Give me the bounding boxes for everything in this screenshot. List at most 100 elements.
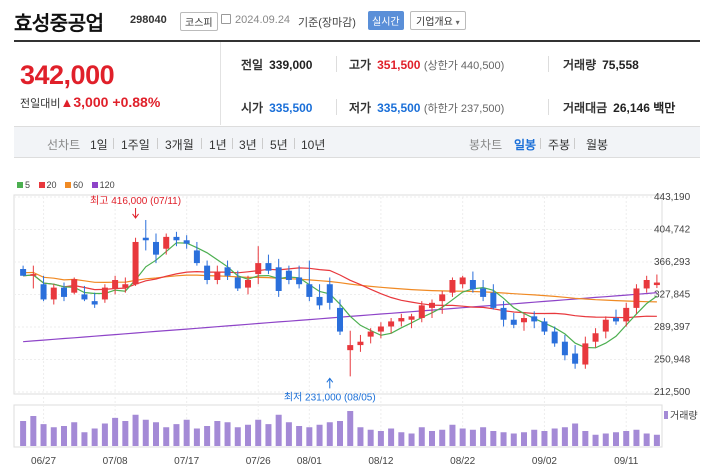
candle-body bbox=[592, 333, 599, 342]
volume-bar bbox=[224, 422, 231, 446]
y-tick-label: 404,742 bbox=[654, 224, 691, 235]
candle-body bbox=[551, 331, 558, 344]
candle-body bbox=[367, 331, 374, 337]
tab-10y[interactable]: 10년 bbox=[301, 138, 326, 152]
x-tick-label: 09/02 bbox=[532, 456, 557, 467]
volume-bar bbox=[551, 428, 558, 446]
y-tick-label: 250,948 bbox=[654, 355, 691, 366]
candle-body bbox=[541, 321, 548, 332]
candle-body bbox=[337, 307, 343, 332]
candle-body bbox=[490, 292, 497, 308]
candle-body bbox=[653, 282, 660, 286]
tab-1w[interactable]: 1주일 bbox=[121, 138, 150, 152]
volume-bar bbox=[623, 431, 630, 446]
y-tick-label: 327,845 bbox=[654, 290, 691, 301]
volume-bar bbox=[142, 419, 149, 446]
tab-1y[interactable]: 1년 bbox=[209, 138, 227, 152]
divider bbox=[336, 56, 337, 72]
legend-label: 5 bbox=[25, 180, 31, 190]
candle-body bbox=[643, 279, 650, 289]
tab-3y[interactable]: 3년 bbox=[239, 138, 257, 152]
volume-bar bbox=[112, 417, 119, 446]
x-tick-label: 08/22 bbox=[450, 456, 475, 467]
stock-header: 효성중공업 298040 코스피 2024.09.24 기준(장마감) 실시간 … bbox=[0, 0, 701, 40]
volume-bar bbox=[429, 431, 435, 446]
tab-1d[interactable]: 1일 bbox=[90, 138, 108, 152]
candle-body bbox=[633, 288, 640, 308]
candle-body bbox=[521, 318, 527, 323]
candle-body bbox=[275, 267, 282, 291]
volume-bar bbox=[132, 414, 139, 446]
volume-bar bbox=[153, 422, 159, 446]
volume-bar bbox=[101, 423, 108, 446]
candle-body bbox=[81, 294, 88, 300]
volume-bar bbox=[500, 432, 507, 446]
y-tick-label: 212,500 bbox=[654, 387, 691, 398]
ma60-line bbox=[23, 271, 657, 303]
candle-body bbox=[500, 307, 507, 320]
stat-high: 고가 351,500 (상한가 440,500) bbox=[349, 56, 504, 73]
chevron-down-icon: ▾ bbox=[455, 18, 460, 27]
candle-body bbox=[480, 288, 487, 297]
volume-bar bbox=[459, 428, 466, 446]
candle-body bbox=[582, 343, 589, 365]
divider bbox=[294, 138, 295, 149]
line-chart-label: 선차트 bbox=[47, 138, 81, 152]
candle-body bbox=[326, 284, 333, 303]
stat-value: 351,500 bbox=[377, 58, 421, 72]
stats-panel: 전일 339,000 고가 351,500 (상한가 440,500) 거래량 75,… bbox=[221, 42, 700, 125]
divider bbox=[262, 138, 263, 149]
stat-value: 339,000 bbox=[269, 58, 313, 72]
current-price: 342,000 bbox=[20, 60, 115, 90]
volume-bar bbox=[510, 433, 517, 446]
volume-bar bbox=[20, 421, 27, 446]
tab-weekly[interactable]: 주봉 bbox=[548, 138, 571, 152]
volume-bar bbox=[408, 433, 415, 446]
low-arrow-icon bbox=[326, 377, 334, 389]
candle-body bbox=[613, 318, 619, 322]
candle-body bbox=[408, 316, 415, 320]
volume-legend-swatch bbox=[664, 411, 668, 419]
realtime-button[interactable]: 실시간 bbox=[368, 11, 404, 30]
x-tick-label: 08/12 bbox=[368, 456, 393, 467]
candle-body bbox=[531, 316, 538, 322]
high-annotation: 최고 416,000 (07/11) bbox=[90, 195, 181, 207]
candle-body bbox=[439, 294, 446, 302]
tab-daily[interactable]: 일봉 bbox=[514, 138, 537, 152]
stock-name: 효성중공업 bbox=[14, 13, 104, 35]
tab-5y[interactable]: 5년 bbox=[270, 138, 288, 152]
volume-bar bbox=[173, 424, 180, 446]
volume-bar bbox=[357, 427, 364, 446]
tab-3m[interactable]: 3개월 bbox=[165, 138, 194, 152]
candle-body bbox=[40, 284, 47, 300]
tab-monthly[interactable]: 월봉 bbox=[586, 138, 609, 152]
ma-legend: 5 20 60 120 bbox=[17, 180, 121, 190]
volume-bar bbox=[50, 427, 57, 446]
volume-bar bbox=[653, 434, 660, 446]
volume-bar bbox=[388, 428, 395, 446]
volume-bar bbox=[61, 426, 67, 446]
amount-unit: 백만 bbox=[653, 101, 676, 115]
candle-body bbox=[112, 279, 119, 289]
volume-legend-label: 거래량 bbox=[670, 410, 698, 422]
stat-value: 335,500 bbox=[377, 101, 421, 115]
divider bbox=[336, 99, 337, 115]
legend-swatch bbox=[38, 182, 45, 188]
header-divider bbox=[14, 40, 700, 42]
candle-body bbox=[388, 321, 395, 327]
chart-tab-bar: 선차트 1일 1주일 3개월 1년 3년 5년 10년 봉차트 일봉 주봉 월봉 bbox=[14, 126, 700, 158]
candle-body bbox=[561, 341, 568, 356]
volume-bar bbox=[337, 421, 343, 446]
calendar-icon bbox=[221, 14, 231, 24]
company-overview-dropdown[interactable]: 기업개요 ▾ bbox=[410, 11, 466, 30]
volume-bar bbox=[398, 432, 405, 446]
volume-bar bbox=[285, 422, 292, 446]
low-annotation: 최저 231,000 (08/05) bbox=[284, 391, 376, 403]
candle-body bbox=[122, 284, 129, 288]
stock-code: 298040 bbox=[130, 14, 167, 26]
volume-bar bbox=[613, 432, 619, 446]
candle-body bbox=[623, 307, 630, 322]
price-change: 전일대비▲3,000 +0.88% bbox=[20, 94, 160, 111]
volume-bar bbox=[643, 433, 650, 446]
